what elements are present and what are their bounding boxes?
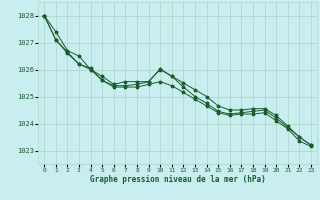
X-axis label: Graphe pression niveau de la mer (hPa): Graphe pression niveau de la mer (hPa)	[90, 175, 266, 184]
